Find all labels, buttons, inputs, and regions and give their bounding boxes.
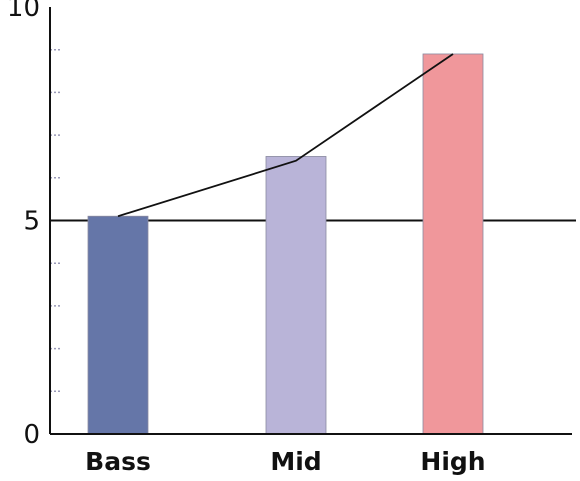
bar-bass	[87, 215, 149, 435]
x-tick-label: High	[420, 447, 485, 476]
bar-mid	[265, 156, 327, 435]
trend-line	[117, 53, 454, 218]
y-tick-label: 10	[7, 0, 40, 23]
bars	[87, 53, 484, 435]
y-tick-label: 0	[23, 420, 40, 450]
bar-high	[422, 53, 484, 435]
y-tick-labels: 0 5 10	[7, 0, 40, 450]
y-tick-label: 5	[23, 207, 40, 237]
x-tick-label: Mid	[270, 447, 321, 476]
y-minor-ticks	[50, 48, 62, 393]
x-tick-labels: Bass Mid High	[85, 447, 485, 476]
x-tick-label: Bass	[85, 447, 151, 476]
